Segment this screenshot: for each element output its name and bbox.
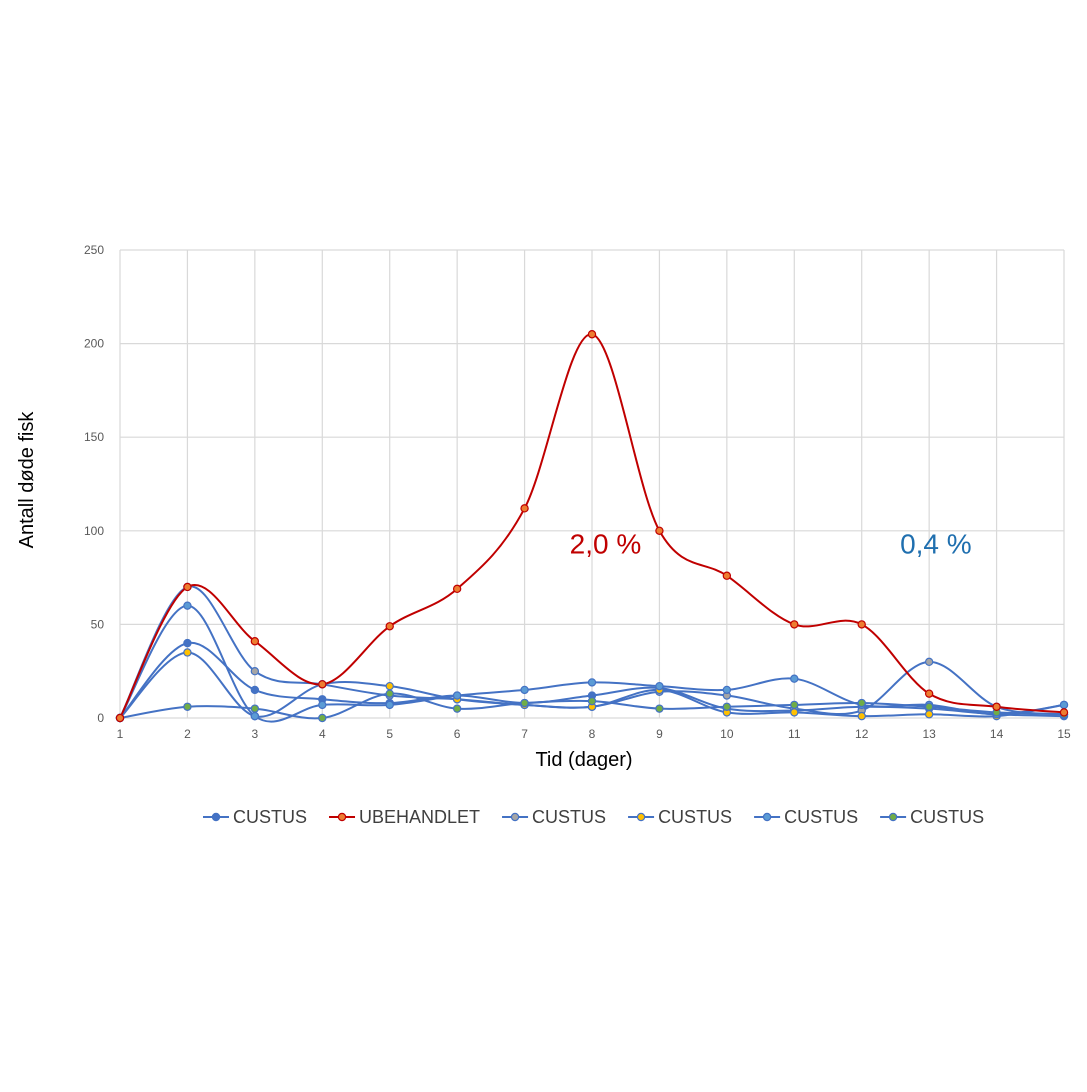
data-point bbox=[790, 708, 799, 717]
x-tick-label: 6 bbox=[454, 727, 461, 741]
x-tick-label: 2 bbox=[184, 727, 191, 741]
data-point bbox=[250, 704, 260, 713]
legend-label: CUSTUS bbox=[658, 807, 732, 827]
data-point bbox=[250, 711, 260, 721]
data-point bbox=[452, 584, 462, 594]
legend: CUSTUS UBEHANDLET CUSTUS CUSTUS CUSTUS CUSTUS bbox=[203, 807, 984, 827]
data-point bbox=[385, 700, 394, 710]
data-point bbox=[250, 637, 260, 646]
data-point bbox=[318, 713, 327, 723]
data-point bbox=[250, 667, 260, 676]
data-point bbox=[1059, 700, 1069, 710]
x-tick-label: 8 bbox=[589, 727, 596, 741]
y-tick-label: 200 bbox=[84, 337, 104, 351]
legend-item: CUSTUS bbox=[502, 807, 606, 827]
data-point bbox=[924, 702, 934, 711]
data-point bbox=[857, 711, 866, 721]
annotations: 2,0 % 0,4 % bbox=[570, 528, 972, 559]
annotation-label: 0,4 % bbox=[900, 528, 972, 559]
y-tick-label: 250 bbox=[84, 243, 104, 257]
x-tick-label: 11 bbox=[788, 727, 801, 741]
data-point bbox=[452, 704, 462, 713]
legend-marker bbox=[211, 812, 221, 822]
x-tick-label: 14 bbox=[990, 727, 1004, 741]
data-point bbox=[587, 696, 597, 706]
y-tick-label: 0 bbox=[97, 711, 104, 725]
x-axis-title: Tid (dager) bbox=[535, 749, 632, 771]
data-point bbox=[385, 689, 394, 698]
data-point bbox=[924, 710, 934, 719]
x-tick-label: 13 bbox=[922, 727, 936, 741]
legend-item: CUSTUS bbox=[880, 807, 984, 827]
data-point bbox=[655, 704, 664, 713]
y-axis-title: Antall døde fisk bbox=[16, 411, 38, 549]
x-tick-label: 7 bbox=[521, 727, 528, 741]
x-tick-label: 9 bbox=[656, 727, 663, 741]
data-point bbox=[385, 681, 394, 691]
legend-item: CUSTUS bbox=[754, 807, 858, 827]
data-point bbox=[924, 689, 934, 698]
data-point bbox=[1059, 708, 1069, 717]
x-tick-label: 15 bbox=[1057, 727, 1071, 741]
data-point bbox=[318, 680, 327, 689]
data-point bbox=[857, 698, 866, 708]
data-point bbox=[318, 700, 327, 710]
data-point bbox=[587, 330, 597, 339]
data-point bbox=[992, 702, 1001, 711]
legend-label: CUSTUS bbox=[910, 807, 984, 827]
data-point bbox=[183, 648, 192, 657]
x-tick-label: 4 bbox=[319, 727, 326, 741]
data-point bbox=[924, 657, 934, 667]
legend-marker bbox=[888, 812, 898, 822]
legend-label: CUSTUS bbox=[784, 807, 858, 827]
data-point bbox=[250, 685, 260, 695]
legend-marker bbox=[510, 812, 520, 822]
legend-item: CUSTUS bbox=[628, 807, 732, 827]
legend-label: UBEHANDLET bbox=[359, 807, 480, 827]
data-point bbox=[790, 620, 799, 629]
x-tick-label: 5 bbox=[386, 727, 393, 741]
legend-marker bbox=[636, 812, 646, 822]
data-point bbox=[452, 691, 462, 700]
x-tick-label: 3 bbox=[252, 727, 259, 741]
legend-label: CUSTUS bbox=[532, 807, 606, 827]
data-point bbox=[790, 700, 799, 710]
data-point bbox=[587, 678, 597, 687]
legend-marker bbox=[337, 812, 347, 822]
data-point bbox=[183, 702, 192, 711]
data-point bbox=[857, 620, 866, 629]
legend-item: UBEHANDLET bbox=[329, 807, 480, 827]
data-point bbox=[722, 685, 732, 695]
legend-item: CUSTUS bbox=[203, 807, 307, 827]
x-tick-label: 1 bbox=[117, 727, 124, 741]
data-point bbox=[115, 713, 125, 723]
x-tick-label: 12 bbox=[855, 727, 869, 741]
data-point bbox=[183, 601, 192, 610]
y-tick-label: 150 bbox=[84, 430, 104, 444]
data-point bbox=[722, 702, 732, 711]
data-point bbox=[520, 698, 529, 708]
data-point bbox=[520, 685, 529, 695]
x-tick-label: 10 bbox=[720, 727, 734, 741]
y-tick-label: 50 bbox=[91, 617, 105, 631]
annotation-label: 2,0 % bbox=[570, 528, 642, 559]
data-point bbox=[655, 526, 664, 536]
data-point bbox=[183, 582, 192, 592]
series-line-1 bbox=[119, 333, 1065, 719]
data-point bbox=[385, 622, 394, 631]
data-point bbox=[655, 681, 664, 691]
data-point bbox=[183, 638, 192, 648]
legend-marker bbox=[762, 812, 772, 822]
data-point bbox=[722, 571, 732, 580]
data-points bbox=[115, 330, 1069, 723]
data-point bbox=[520, 504, 529, 513]
y-tick-label: 100 bbox=[84, 524, 104, 538]
gridlines bbox=[119, 249, 1065, 719]
data-point bbox=[790, 674, 799, 683]
legend-label: CUSTUS bbox=[233, 807, 307, 827]
